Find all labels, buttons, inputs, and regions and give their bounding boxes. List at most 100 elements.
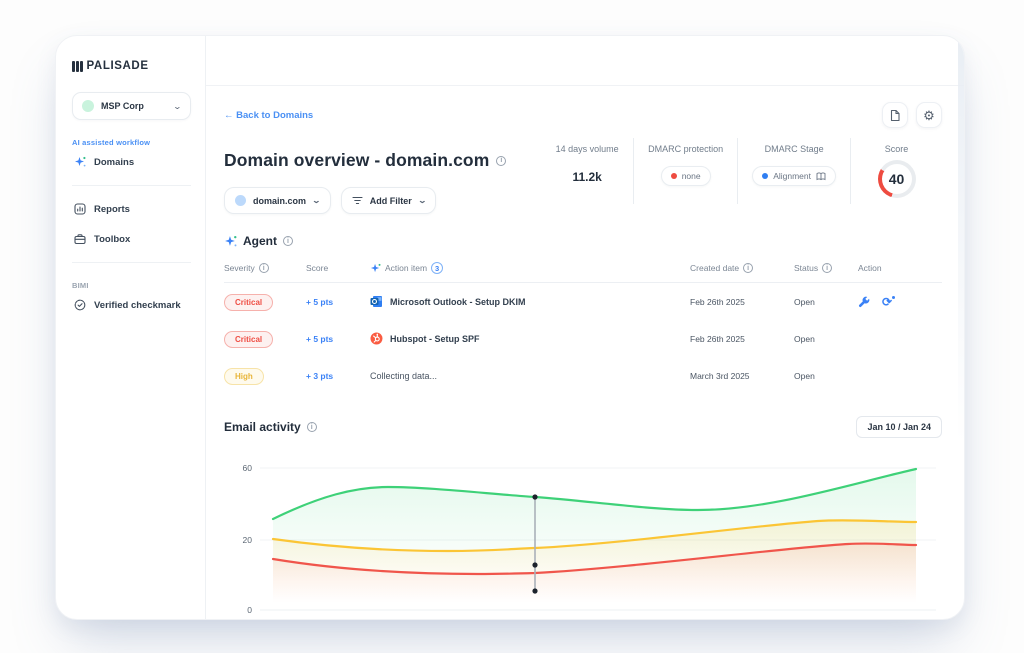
x-tick-jan: Jan <box>356 618 370 620</box>
status-value: Open <box>794 296 815 307</box>
x-tick-feb: Feb <box>636 618 651 620</box>
top-strip <box>206 36 964 86</box>
sparkles-icon <box>75 156 86 167</box>
chevron-down-icon: ⌄ <box>311 196 322 205</box>
document-icon <box>890 109 900 121</box>
stat-volume: 14 days volume 11.2k <box>541 138 633 204</box>
sidebar-item-label: Toolbox <box>94 233 131 245</box>
main-panel: ← Back to Domains ⚙ Domain overview - do… <box>206 36 964 620</box>
table-row[interactable]: Critical + 5 pts Hubspot - Setup SPF Feb… <box>224 320 942 357</box>
col-action: Action <box>858 263 882 273</box>
add-filter-button[interactable]: Add Filter ⌄ <box>340 187 437 214</box>
info-icon[interactable]: i <box>822 263 833 273</box>
workflow-section-label: AI assisted workflow <box>72 138 151 147</box>
page-title: Domain overview - domain.com <box>224 150 490 170</box>
info-icon[interactable]: i <box>306 422 317 432</box>
stat-label: 14 days volume <box>555 144 619 154</box>
rerun-refresh-icon[interactable]: ⟳ <box>882 295 896 308</box>
bimi-section-label: BIMI <box>72 281 89 290</box>
blue-dot-icon <box>762 173 769 179</box>
stat-score: Score 40 <box>850 138 942 204</box>
y-tick-60: 60 <box>243 463 253 473</box>
created-date: March 3rd 2025 <box>690 370 750 381</box>
score-points: + 5 pts <box>306 296 334 307</box>
dmarc-stage-badge[interactable]: Alignment <box>752 166 836 186</box>
add-filter-label: Add Filter <box>369 195 412 206</box>
back-to-domains-link[interactable]: ← Back to Domains <box>224 109 314 121</box>
app-window: PALISADE MSP Corp ⌄ AI assisted workflow… <box>55 35 965 620</box>
logo-text: PALISADE <box>86 60 149 72</box>
dmarc-protection-badge[interactable]: none <box>660 166 711 186</box>
col-status: Status i <box>794 263 858 273</box>
severity-badge: High <box>224 368 264 385</box>
col-severity: Severity i <box>224 263 306 273</box>
email-activity-title: Email activity <box>224 420 301 434</box>
dmarc-protection-value: none <box>681 171 701 181</box>
fix-wrench-icon[interactable] <box>858 296 870 308</box>
report-chart-icon <box>74 203 86 215</box>
table-row[interactable]: High + 3 pts Collecting data... March 3r… <box>224 357 942 394</box>
domain-selector[interactable]: domain.com ⌄ <box>224 187 331 214</box>
stats-strip: 14 days volume 11.2k DMARC protection no… <box>541 138 942 204</box>
y-tick-20: 20 <box>243 535 253 545</box>
sidebar-divider <box>72 185 191 186</box>
info-icon[interactable]: i <box>258 263 269 273</box>
created-date: Feb 26th 2025 <box>690 296 745 307</box>
agent-table: Severity i Score Action item 3 Created da… <box>224 256 942 394</box>
chart-marker[interactable] <box>532 494 538 594</box>
book-icon <box>816 172 826 180</box>
col-created-date: Created date i <box>690 263 794 273</box>
action-item-label: Microsoft Outlook - Setup DKIM <box>390 296 526 307</box>
document-button[interactable] <box>882 102 908 128</box>
sparkles-icon <box>225 235 237 246</box>
info-icon[interactable]: i <box>496 155 507 166</box>
sidebar-divider <box>72 262 191 263</box>
logo-bars-icon <box>72 60 83 72</box>
stat-label: Score <box>884 144 909 154</box>
col-action-item: Action item 3 <box>370 262 690 274</box>
dmarc-stage-value: Alignment <box>773 171 811 181</box>
info-icon[interactable]: i <box>283 236 293 246</box>
verified-badge-icon <box>74 299 86 311</box>
back-arrow-icon: ← <box>224 109 234 121</box>
score-gauge: 40 <box>877 160 916 198</box>
sidebar-item-label: Verified checkmark <box>94 299 181 311</box>
status-value: Open <box>794 333 815 344</box>
agent-section-title: Agent <box>243 234 277 248</box>
date-range-button[interactable]: Jan 10 / Jan 24 <box>856 416 942 438</box>
score-points: + 5 pts <box>306 333 334 344</box>
chevron-down-icon: ⌄ <box>172 101 183 111</box>
x-tick-mar: Mar <box>909 618 924 620</box>
severity-badge: Critical <box>224 294 274 311</box>
filter-icon <box>352 196 363 205</box>
stat-dmarc-protection: DMARC protection none <box>633 138 737 204</box>
yellow-line <box>271 519 918 553</box>
table-header: Severity i Score Action item 3 Created da… <box>224 256 942 283</box>
org-avatar <box>82 100 94 112</box>
action-item-label: Collecting data... <box>370 370 438 381</box>
created-date: Feb 26th 2025 <box>690 333 745 344</box>
sidebar-item-label: Reports <box>94 203 130 215</box>
action-item-count-badge: 3 <box>431 262 444 274</box>
settings-button[interactable]: ⚙ <box>916 102 942 128</box>
sidebar-item-toolbox[interactable]: Toolbox <box>72 224 191 254</box>
score-value: 40 <box>881 164 912 194</box>
status-value: Open <box>794 370 815 381</box>
y-tick-0: 0 <box>247 605 252 615</box>
red-area <box>273 543 916 610</box>
toolbox-icon <box>74 234 86 245</box>
org-name: MSP Corp <box>101 101 144 111</box>
hubspot-icon <box>370 332 383 345</box>
sidebar-item-label: Domains <box>94 156 135 168</box>
red-dot-icon <box>670 173 677 179</box>
sidebar-item-reports[interactable]: Reports <box>72 194 191 224</box>
score-points: + 3 pts <box>306 370 334 381</box>
action-item-label: Hubspot - Setup SPF <box>390 333 480 344</box>
info-icon[interactable]: i <box>743 263 754 273</box>
domain-selector-label: domain.com <box>253 195 307 206</box>
org-selector[interactable]: MSP Corp ⌄ <box>72 92 191 120</box>
table-row[interactable]: Critical + 5 pts Microsoft Outlook - Set… <box>224 283 942 320</box>
outlook-icon <box>370 296 382 307</box>
sidebar-item-domains[interactable]: Domains <box>72 147 191 177</box>
sidebar-item-verified-checkmark[interactable]: Verified checkmark <box>72 290 191 320</box>
